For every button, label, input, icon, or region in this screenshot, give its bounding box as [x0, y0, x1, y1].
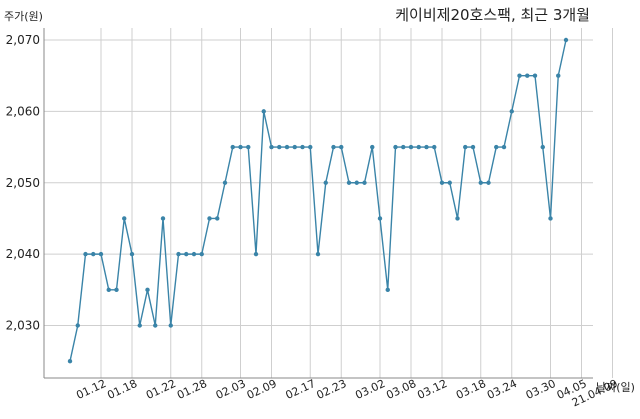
- x-tick-label: 03.30: [524, 377, 558, 402]
- y-tick-label: 2,060: [6, 104, 40, 118]
- x-tick-label: 02.17: [283, 377, 317, 402]
- data-point: [122, 216, 127, 221]
- data-point: [191, 251, 197, 257]
- data-point: [509, 109, 514, 114]
- data-point: [184, 251, 189, 257]
- data-point: [253, 251, 259, 257]
- data-point: [145, 287, 150, 293]
- data-point: [486, 180, 491, 185]
- data-point: [199, 251, 204, 257]
- data-point: [408, 144, 414, 150]
- x-tick-label: 01.18: [105, 377, 139, 402]
- data-point: [315, 251, 321, 257]
- x-axis-label: 날짜(일): [596, 380, 635, 394]
- data-point: [416, 144, 421, 150]
- x-tick-label: 03.18: [454, 377, 488, 402]
- x-tick-label: 02.23: [314, 377, 348, 402]
- data-point: [269, 144, 274, 150]
- data-point: [300, 144, 305, 150]
- chart-title: 케이비제20호스팩, 최근 3개월: [395, 6, 590, 24]
- data-point: [439, 180, 445, 185]
- data-point: [331, 144, 336, 150]
- y-axis-label: 주가(원): [4, 10, 43, 23]
- data-point: [525, 73, 530, 78]
- data-point: [292, 144, 297, 150]
- data-point: [246, 144, 251, 150]
- data-point: [114, 287, 119, 293]
- data-point: [230, 144, 235, 150]
- data-point: [238, 144, 243, 150]
- series-line: [69, 39, 567, 362]
- data-point: [215, 216, 220, 221]
- y-tick-label: 2,030: [6, 319, 40, 333]
- data-point: [176, 251, 181, 257]
- x-tick-label: 01.12: [74, 377, 108, 402]
- data-point: [540, 144, 545, 150]
- data-point: [153, 323, 158, 328]
- data-point: [532, 73, 538, 78]
- data-point: [106, 287, 111, 293]
- data-point: [129, 251, 135, 257]
- data-point: [308, 144, 313, 150]
- x-tick-label: 03.02: [353, 377, 387, 402]
- data-point: [385, 287, 390, 293]
- data-point: [75, 323, 80, 328]
- y-tick-label: 2,050: [6, 176, 40, 190]
- data-point: [222, 180, 228, 185]
- x-tick-label: 01.22: [144, 377, 178, 402]
- x-tick-label: 02.03: [214, 377, 248, 402]
- y-tick-label: 2,070: [6, 33, 40, 47]
- data-point: [548, 216, 553, 221]
- series-layer: [67, 37, 569, 364]
- data-point: [67, 358, 73, 364]
- data-point: [377, 216, 383, 221]
- data-point: [501, 144, 507, 150]
- data-point: [463, 144, 468, 150]
- data-point: [517, 73, 522, 78]
- data-point: [284, 144, 290, 150]
- data-point: [362, 180, 367, 185]
- data-point: [160, 216, 166, 221]
- data-point: [455, 216, 460, 221]
- data-point: [424, 144, 429, 150]
- data-point: [168, 323, 173, 328]
- data-point: [354, 180, 359, 185]
- axes: [43, 28, 593, 379]
- x-tick-label: 01.28: [175, 377, 209, 402]
- y-tick-label: 2,040: [6, 247, 40, 261]
- data-point: [98, 251, 104, 257]
- data-point: [563, 37, 569, 43]
- x-tick-label: 03.12: [415, 377, 449, 402]
- data-point: [277, 144, 282, 150]
- data-point: [339, 144, 344, 150]
- data-point: [447, 180, 452, 185]
- data-point: [83, 251, 88, 257]
- data-point: [556, 73, 561, 78]
- x-tick-label: 03.24: [485, 377, 519, 402]
- x-tick-label: 03.08: [384, 377, 418, 402]
- grid-lines: [44, 28, 613, 378]
- data-point: [346, 180, 352, 185]
- data-point: [494, 144, 499, 150]
- data-point: [323, 180, 328, 185]
- x-tick-label: 02.09: [245, 377, 279, 402]
- data-point: [401, 144, 406, 150]
- data-point: [261, 109, 266, 114]
- data-point: [137, 323, 142, 328]
- data-point: [432, 144, 437, 150]
- data-point: [91, 251, 96, 257]
- data-point: [470, 144, 476, 150]
- data-point: [478, 180, 483, 185]
- data-point: [370, 144, 375, 150]
- data-point: [393, 144, 398, 150]
- data-point: [207, 216, 212, 221]
